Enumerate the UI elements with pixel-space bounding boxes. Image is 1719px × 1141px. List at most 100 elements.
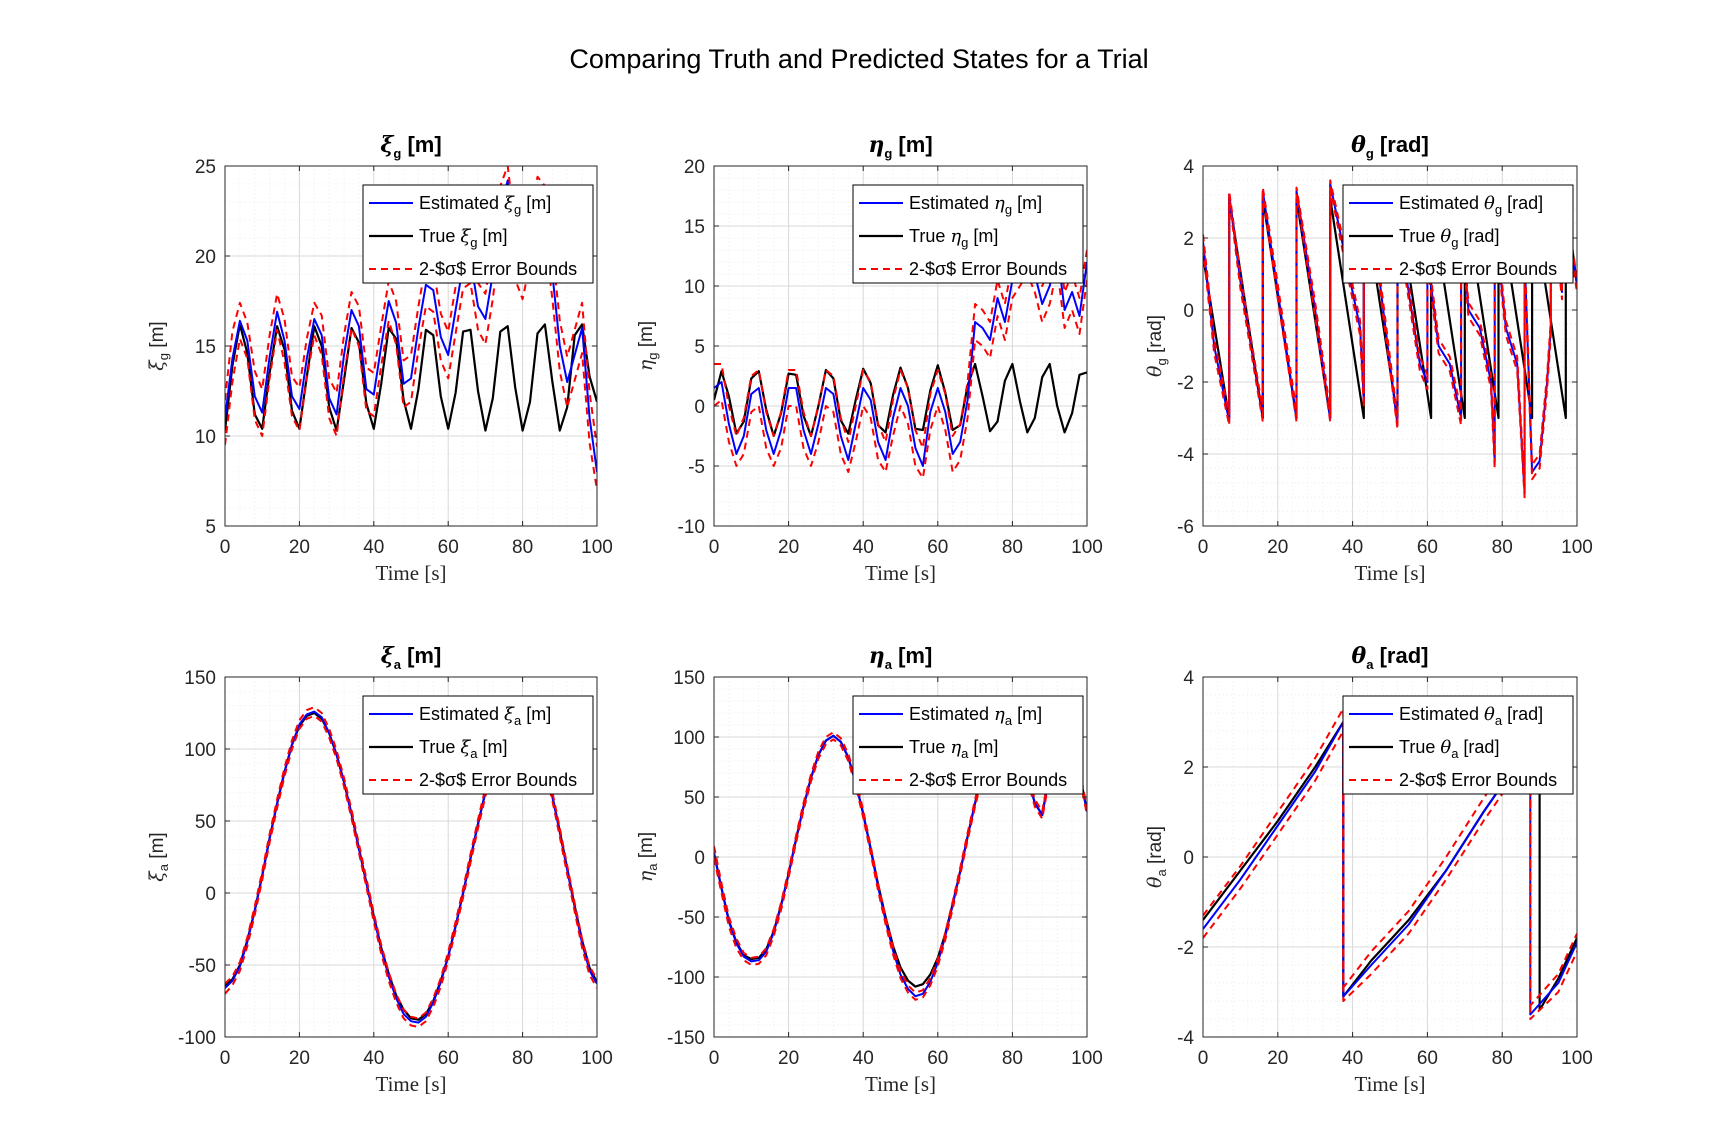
legend: Estimated θa [rad] True θa [rad] 2-$σ$ Err… bbox=[1342, 695, 1574, 795]
x-tick-label: 100 bbox=[1561, 1048, 1593, 1069]
y-tick-label: 5 bbox=[694, 337, 705, 358]
y-tick-label: -2 bbox=[1177, 373, 1194, 394]
legend-entry: Estimated ηa [m] bbox=[909, 704, 1042, 728]
subplot-title: ξg [m] bbox=[380, 132, 441, 161]
x-tick-label: 20 bbox=[778, 537, 799, 558]
y-axis-label: ξg [m] bbox=[146, 321, 171, 370]
x-axis-label: Time [s] bbox=[376, 1072, 447, 1096]
legend-entry: 2-$σ$ Error Bounds bbox=[419, 770, 577, 790]
x-tick-label: 100 bbox=[581, 537, 613, 558]
x-tick-label: 40 bbox=[1342, 1048, 1363, 1069]
y-axis-label: ηg [m] bbox=[635, 321, 660, 371]
x-axis-label: Time [s] bbox=[1355, 1072, 1426, 1096]
legend-entry: True θa [rad] bbox=[1399, 737, 1499, 761]
y-tick-label: 4 bbox=[1183, 668, 1194, 689]
x-tick-label: 40 bbox=[363, 1048, 384, 1069]
series-line-bounds-lower bbox=[225, 714, 597, 1028]
legend-entry: 2-$σ$ Error Bounds bbox=[909, 259, 1067, 279]
legend-box bbox=[1342, 695, 1574, 795]
x-tick-label: 80 bbox=[1002, 537, 1023, 558]
y-axis-label: ηa [m] bbox=[635, 832, 660, 882]
y-tick-label: -150 bbox=[667, 1028, 705, 1049]
x-tick-label: 20 bbox=[1267, 537, 1288, 558]
y-tick-label: 4 bbox=[1183, 157, 1194, 178]
y-tick-label: -4 bbox=[1177, 1028, 1194, 1049]
subplot-2: 0 20 40 60 80 100 -10 -5 0 5 10 15 20 Time [s] ηg [m] η… bbox=[635, 132, 1103, 585]
series-line-bounds-lower bbox=[1203, 186, 1577, 499]
series-group bbox=[1203, 707, 1577, 1020]
legend: Estimated ξg [m] True ξg [m] 2-$σ$ Error B… bbox=[362, 184, 594, 284]
x-tick-label: 60 bbox=[438, 1048, 459, 1069]
y-tick-label: 0 bbox=[694, 397, 705, 418]
series-line-bounds-upper bbox=[714, 722, 1087, 994]
x-tick-label: 100 bbox=[1561, 537, 1593, 558]
legend: Estimated ηg [m] True ηg [m] 2-$σ$ Error B… bbox=[852, 184, 1084, 284]
x-tick-label: 80 bbox=[512, 1048, 533, 1069]
y-tick-label: 2 bbox=[1183, 758, 1194, 779]
x-tick-label: 0 bbox=[709, 1048, 720, 1069]
y-tick-label: 20 bbox=[684, 157, 705, 178]
legend-entry: Estimated ξg [m] bbox=[419, 193, 551, 217]
y-tick-label: -100 bbox=[667, 968, 705, 989]
legend-entry: 2-$σ$ Error Bounds bbox=[1399, 259, 1557, 279]
y-tick-label: 0 bbox=[205, 884, 216, 905]
y-tick-label: 2 bbox=[1183, 229, 1194, 250]
y-axis-label: θg [rad] bbox=[1144, 315, 1169, 377]
x-tick-label: 40 bbox=[853, 1048, 874, 1069]
y-tick-label: 150 bbox=[184, 668, 216, 689]
y-tick-label: 50 bbox=[684, 788, 705, 809]
legend-box bbox=[362, 184, 594, 284]
series-line-bounds-upper bbox=[1203, 179, 1577, 488]
axes-box bbox=[224, 676, 598, 1038]
x-tick-label: 0 bbox=[220, 1048, 231, 1069]
legend-entry: True ξg [m] bbox=[419, 226, 508, 250]
x-axis-label: Time [s] bbox=[865, 1072, 936, 1096]
legend-box bbox=[362, 695, 594, 795]
y-tick-label: 5 bbox=[205, 517, 216, 538]
legend: Estimated θg [rad] True θg [rad] 2-$σ$ Err… bbox=[1342, 184, 1574, 284]
y-tick-label: 100 bbox=[184, 740, 216, 761]
legend: Estimated ηa [m] True ηa [m] 2-$σ$ Error B… bbox=[852, 695, 1084, 795]
y-tick-label: -50 bbox=[678, 908, 705, 929]
x-tick-label: 20 bbox=[289, 537, 310, 558]
y-axis-label: ξa [m] bbox=[146, 832, 171, 881]
y-tick-label: -2 bbox=[1177, 938, 1194, 959]
x-tick-label: 100 bbox=[1071, 537, 1103, 558]
y-tick-label: -100 bbox=[178, 1028, 216, 1049]
y-tick-label: 25 bbox=[195, 157, 216, 178]
legend-entry: True ηa [m] bbox=[909, 737, 998, 761]
legend-entry: True ηg [m] bbox=[909, 226, 998, 250]
x-axis-label: Time [s] bbox=[865, 561, 936, 585]
figure-title: Comparing Truth and Predicted States for… bbox=[569, 44, 1148, 74]
y-tick-label: 0 bbox=[1183, 848, 1194, 869]
x-tick-label: 60 bbox=[927, 1048, 948, 1069]
legend-box bbox=[1342, 184, 1574, 284]
x-tick-label: 0 bbox=[1198, 1048, 1209, 1069]
x-tick-label: 20 bbox=[1267, 1048, 1288, 1069]
y-tick-label: 0 bbox=[694, 848, 705, 869]
subplot-title: ηg [m] bbox=[868, 132, 932, 161]
y-tick-label: -4 bbox=[1177, 445, 1194, 466]
x-axis-label: Time [s] bbox=[376, 561, 447, 585]
subplot-title: ξa [m] bbox=[381, 643, 442, 672]
x-tick-label: 60 bbox=[1417, 537, 1438, 558]
legend-entry: True θg [rad] bbox=[1399, 226, 1499, 250]
y-tick-label: -50 bbox=[189, 956, 216, 977]
x-tick-label: 100 bbox=[581, 1048, 613, 1069]
legend-entry: 2-$σ$ Error Bounds bbox=[419, 259, 577, 279]
x-tick-label: 0 bbox=[709, 537, 720, 558]
series-line-bounds-lower bbox=[1203, 730, 1577, 1020]
x-tick-label: 60 bbox=[1417, 1048, 1438, 1069]
x-tick-label: 80 bbox=[1492, 1048, 1513, 1069]
x-tick-label: 60 bbox=[438, 537, 459, 558]
subplot-1: 0 20 40 60 80 100 5 10 15 20 25 Time [s] ξg [m] ξg [m… bbox=[146, 132, 613, 585]
subplot-3: 0 20 40 60 80 100 -6 -4 -2 0 2 4 Time [s] θg [rad] θg … bbox=[1144, 132, 1593, 585]
legend-entry: Estimated ξa [m] bbox=[419, 704, 551, 728]
legend-entry: True ξa [m] bbox=[419, 737, 508, 761]
x-tick-label: 0 bbox=[1198, 537, 1209, 558]
x-tick-label: 60 bbox=[927, 537, 948, 558]
series-line-truth bbox=[225, 323, 597, 432]
subplot-5: 0 20 40 60 80 100 -150 -100 -50 0 50 100 150 Time [s]… bbox=[635, 643, 1103, 1096]
